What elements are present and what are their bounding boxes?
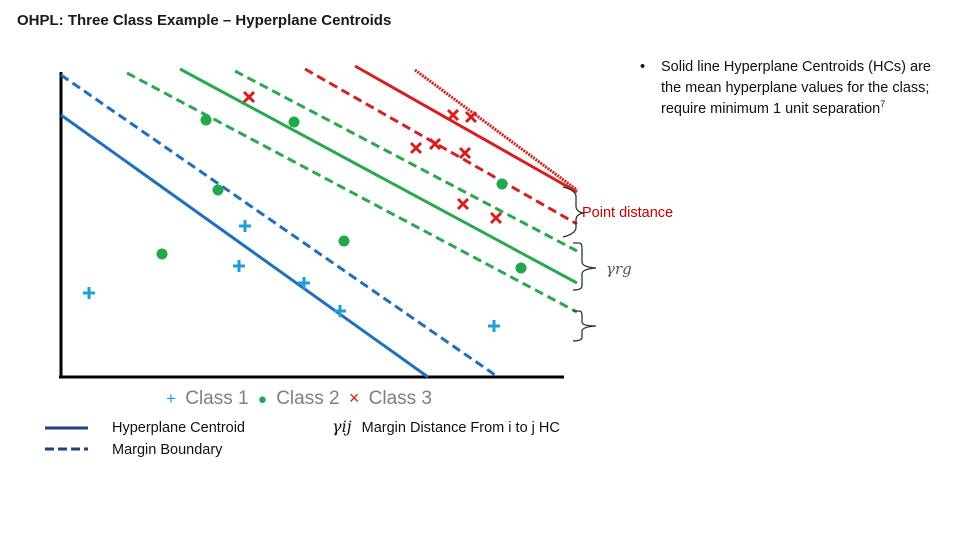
- margin-boundary-class2-upper: [234, 69, 578, 253]
- class1-legend-label: Class 1: [185, 388, 249, 409]
- class1-legend-marker: +: [166, 389, 176, 408]
- brace-point-distance: [562, 186, 585, 238]
- hyperplane-centroid-class2: [179, 67, 578, 285]
- margin-boundary-class3-lower: [304, 67, 578, 226]
- margin-boundary-legend-label: Margin Boundary: [112, 442, 223, 458]
- class3-point: [489, 211, 503, 225]
- bullet-point: • Solid line Hyperplane Centroids (HCs) …: [640, 57, 950, 120]
- class2-point: [496, 178, 508, 190]
- class2-point: [156, 248, 168, 260]
- class1-point: [239, 220, 251, 232]
- line-legend: Hyperplane Centroid Margin Boundary: [112, 417, 245, 461]
- class1-point: [83, 287, 95, 299]
- class1-point: [298, 277, 310, 289]
- hyperplane-centroid-legend-label: Hyperplane Centroid: [112, 420, 245, 436]
- hyperplane-centroid-class1: [60, 113, 429, 379]
- margin-boundary-class1: [60, 73, 499, 379]
- class1-point: [488, 320, 500, 332]
- brace-gamma-rg: [572, 242, 597, 291]
- bullet-text: Solid line Hyperplane Centroids (HCs) ar…: [661, 59, 931, 117]
- class3-point: [409, 141, 423, 155]
- class3-point: [428, 137, 442, 151]
- class2-point: [288, 116, 300, 128]
- margin-boundary-class2-lower: [126, 71, 578, 314]
- brace-gamma-gb: [572, 310, 597, 342]
- class3-point: [456, 197, 470, 211]
- point-distance-boundary: [414, 68, 578, 192]
- gamma-legend-label: Margin Distance From i to j HC: [361, 420, 560, 436]
- class3-point: [458, 146, 472, 160]
- class1-point: [334, 305, 346, 317]
- class3-point: [464, 110, 478, 124]
- class2-point: [212, 184, 224, 196]
- class3-point: [446, 108, 460, 122]
- class2-point: [515, 262, 527, 274]
- class3-point: [242, 90, 256, 104]
- class2-point: [200, 114, 212, 126]
- point-distance-label: Point distance: [582, 205, 674, 221]
- gamma-legend: γij Margin Distance From i to j HC: [332, 417, 560, 436]
- class3-legend-marker: ×: [348, 388, 360, 408]
- gamma-rg-label: γrg: [606, 260, 632, 278]
- class2-legend-marker: ●: [257, 391, 267, 408]
- bullet-footnote: 7: [880, 99, 886, 110]
- class3-legend-label: Class 3: [368, 388, 432, 409]
- slide-title: OHPL: Three Class Example – Hyperplane C…: [17, 12, 392, 29]
- gamma-ij-symbol: γij: [332, 417, 352, 436]
- class2-legend-label: Class 2: [276, 388, 340, 409]
- class2-point: [338, 235, 350, 247]
- bullet-marker: •: [640, 59, 646, 75]
- class1-point: [233, 260, 245, 272]
- class-legend: + Class 1 ● Class 2 × Class 3: [166, 388, 436, 410]
- hyperplane-centroid-class3: [354, 64, 578, 194]
